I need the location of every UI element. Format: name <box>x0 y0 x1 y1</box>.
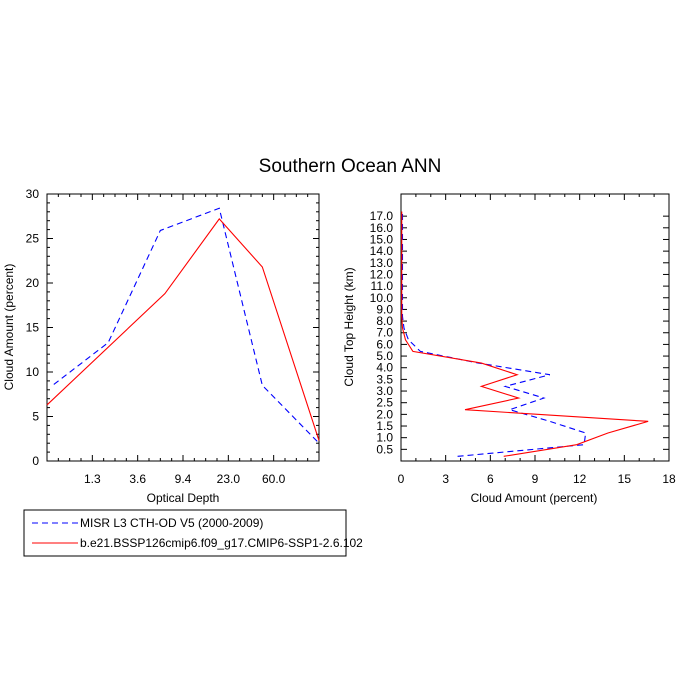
right-y-tick-label: 10.0 <box>370 291 394 305</box>
left-y-tick-label: 5 <box>32 410 39 424</box>
right-x-tick-label: 6 <box>487 472 494 486</box>
right-y-tick-label: 3.0 <box>376 384 393 398</box>
legend-box <box>23 509 347 557</box>
right-y-tick-label: 15.0 <box>370 232 394 246</box>
right-y-tick-label: 2.0 <box>376 407 393 421</box>
left-y-tick-label: 10 <box>26 365 40 379</box>
left-x-tick-label: 60.0 <box>262 472 286 486</box>
right-y-tick-label: 16.0 <box>370 221 394 235</box>
left-x-tick-label: 1.3 <box>84 472 101 486</box>
right-x-tick-label: 9 <box>532 472 539 486</box>
left-y-tick-label: 20 <box>26 276 40 290</box>
right-x-tick-label: 12 <box>573 472 587 486</box>
left-x-tick-label: 9.4 <box>175 472 192 486</box>
right-panel: Cloud Amount (percent) Cloud Top Height … <box>342 193 676 505</box>
right-y-axis-label: Cloud Top Height (km) <box>342 267 356 386</box>
right-y-tick-label: 0.5 <box>376 442 393 456</box>
right-x-tick-label: 18 <box>662 472 676 486</box>
right-y-tick-label: 13.0 <box>370 256 394 270</box>
right-y-tick-label: 11.0 <box>371 279 394 293</box>
right-y-tick-label: 17.0 <box>370 209 394 223</box>
right-y-tick-label: 9.0 <box>376 302 393 316</box>
right-y-tick-label: 8.0 <box>376 314 393 328</box>
right-x-tick-label: 3 <box>442 472 449 486</box>
left-y-axis-label: Cloud Amount (percent) <box>2 264 16 391</box>
left-x-tick-label: 23.0 <box>217 472 241 486</box>
right-x-axis-label: Cloud Amount (percent) <box>471 491 598 505</box>
right-y-tick-label: 4.0 <box>376 361 393 375</box>
right-y-tick-label: 7.0 <box>376 326 393 340</box>
right-y-tick-label: 5.0 <box>376 349 393 363</box>
right-y-tick-label: 1.5 <box>376 419 393 433</box>
left-y-tick-label: 0 <box>32 454 39 468</box>
left-x-axis-label: Optical Depth <box>147 491 220 505</box>
right-y-tick-label: 2.5 <box>376 396 393 410</box>
left-series-model <box>46 218 320 441</box>
right-x-tick-label: 0 <box>398 472 405 486</box>
left-y-tick-label: 25 <box>26 232 40 246</box>
right-series-misr <box>401 211 587 457</box>
left-y-tick-label: 30 <box>26 187 40 201</box>
legend-label-model: b.e21.BSSP126cmip6.f09_g17.CMIP6-SSP1-2.… <box>80 536 363 550</box>
right-y-tick-label: 3.5 <box>376 372 393 386</box>
right-series-model <box>401 211 649 457</box>
right-plot-frame <box>400 193 670 462</box>
legend-label-misr: MISR L3 CTH-OD V5 (2000-2009) <box>80 516 263 530</box>
left-series-misr <box>53 207 320 444</box>
legend: MISR L3 CTH-OD V5 (2000-2009) b.e21.BSSP… <box>23 509 363 557</box>
right-y-tick-label: 6.0 <box>376 337 393 351</box>
left-x-tick-label: 3.6 <box>129 472 146 486</box>
left-plot-frame <box>46 193 320 462</box>
right-y-tick-label: 12.0 <box>370 267 394 281</box>
right-y-tick-label: 1.0 <box>376 431 393 445</box>
left-y-tick-label: 15 <box>26 321 40 335</box>
chart-title: Southern Ocean ANN <box>259 156 442 177</box>
left-panel: Optical Depth Cloud Amount (percent) 0 5 1… <box>2 187 320 505</box>
right-x-tick-label: 15 <box>618 472 632 486</box>
right-y-tick-label: 14.0 <box>370 244 394 258</box>
